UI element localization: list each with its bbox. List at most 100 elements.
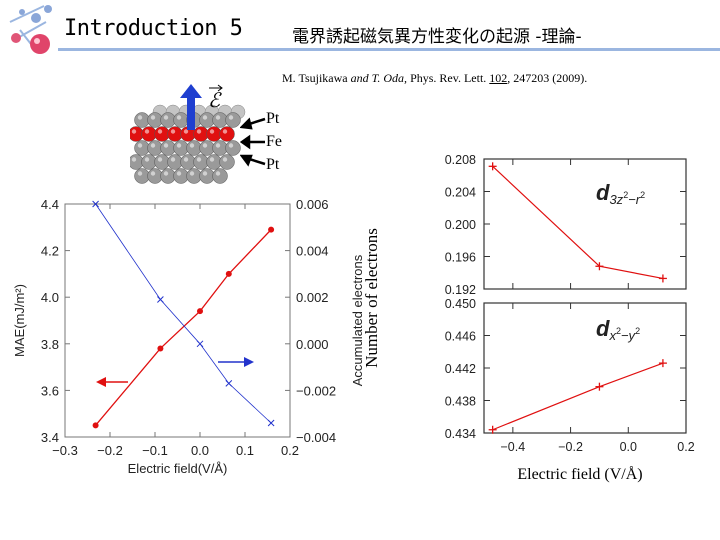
atom-highlight [209,129,215,134]
atom-highlight [150,143,156,148]
atom-highlight [196,157,202,162]
field-vector-arrow-icon [209,84,223,92]
series-electrons-point [225,380,233,387]
citation: M. Tsujikawa and T. Oda, Phys. Rev. Lett… [282,71,587,86]
slide-subtitle: 電界誘起磁気異方性変化の起源 -理論- [292,27,582,47]
atom-highlight [183,129,189,134]
y2-tick-label: 0.000 [296,337,329,352]
atom-highlight [189,171,195,176]
citation-coauthor: and T. Oda, [350,71,408,85]
atom-highlight [202,171,208,176]
citation-pages: , 247203 (2009). [507,71,588,85]
pt-atom [212,168,228,184]
x-tick-label: −0.4 [501,440,526,454]
series-mae-line [95,229,272,426]
atom-highlight [163,171,169,176]
layer-label-top-pt: Pt [266,110,280,127]
atom-highlight [196,129,202,134]
atom-highlight [157,157,163,162]
atom-highlight [202,115,208,120]
atom-highlight [215,143,221,148]
y-tick-label: 3.4 [41,430,59,445]
y-tick-label: 4.4 [41,197,59,212]
layer-pointer-arrows [240,117,266,167]
pt-fe-pt-slab-illustration [130,104,246,184]
atom-highlight [228,115,234,120]
header-rule [58,48,720,51]
field-symbol: ℰ [208,88,221,112]
series-mae-point [225,270,232,277]
x-tick-label: −0.1 [142,443,168,458]
atom-highlight [170,157,176,162]
series-dx2-y2-point [488,425,497,434]
right-x-axis-label: Electric field (V/Å) [517,466,643,483]
y-tick-label: 4.0 [41,290,59,305]
pt-atom [225,140,241,156]
y-tick-label: 3.8 [41,337,59,352]
atom-highlight [157,129,163,134]
electric-field-arrow-icon [180,84,202,130]
orbital-electrons-chart: 0.192 0.196 0.200 0.204 0.208 0.434 0.438 0.442… [445,153,695,454]
atom-highlight [131,157,137,162]
molecule-logo-icon [9,5,52,54]
x-tick-label: 0.1 [236,443,254,458]
y2-tick-label: 0.002 [296,290,329,305]
number-of-electrons-axis-label: Number of electrons [362,228,381,368]
y2-tick-label: −0.004 [296,430,336,445]
series-electrons-point [267,419,275,427]
x-tick-label: 0.0 [191,443,209,458]
atom-highlight [163,115,169,120]
series-d3z2-r2-point [488,162,497,171]
atom-highlight [144,129,150,134]
y-axis-label: MAE(mJ/m²) [12,284,27,357]
slide-title: Introduction 5 [64,16,243,41]
right-axis-pointer-arrow [218,357,254,367]
y-tick-label: 0.200 [445,218,476,232]
y-tick-label: 0.446 [445,330,476,344]
series-mae-point [92,422,99,429]
y2-axis-label: Accumulated electrons [350,254,365,386]
citation-volume: 102 [489,71,508,85]
series-d3z2-r2-point [658,274,667,283]
y-tick-label: 0.196 [445,251,476,265]
series-mae-point [197,308,203,315]
mae-vs-field-chart: −0.3 −0.2 −0.1 0.0 0.1 0.2 3.4 3.6 3.8 4.0 4.2 4.4 −… [12,197,365,476]
y2-tick-label: −0.002 [296,383,336,398]
atom-highlight [163,143,169,148]
y-tick-label: 0.204 [445,186,476,200]
atom-highlight [137,171,143,176]
series-electrons-point [157,296,164,303]
atom-highlight [183,157,189,162]
citation-authors: M. Tsujikawa [282,71,351,85]
atom-highlight [131,129,137,134]
atom-highlight [150,115,156,120]
fe-atom [219,126,235,142]
orbital-label-dx2-y2: dx2−y2 [596,316,640,343]
atom-highlight [215,171,221,176]
y2-tick-label: 0.006 [296,197,329,212]
atom-highlight [222,157,228,162]
y-tick-label: 0.434 [445,427,476,441]
layer-label-fe: Fe [266,133,282,150]
citation-journal: Phys. Rev. Lett. [407,71,490,85]
atom-highlight [176,171,182,176]
series-dx2-y2-point [595,382,604,391]
atom-highlight [222,129,228,134]
series-electrons-line [95,203,272,424]
plot-frame [64,203,291,438]
x-axis-label: Electric field(V/Å) [128,461,228,476]
atom-highlight [144,157,150,162]
x-tick-label: −0.2 [97,443,123,458]
atom-highlight [137,115,143,120]
layer-label-bottom-pt: Pt [266,156,280,173]
atom-highlight [189,143,195,148]
series-d3z2-r2-line [492,165,664,280]
atom-highlight [170,129,176,134]
left-axis-pointer-arrow [96,377,128,387]
panel-frame-d3z2-r2 [483,158,687,290]
y-tick-label: 0.208 [445,153,476,167]
x-tick-label: 0.2 [677,440,694,454]
x-tick-label: 0.2 [281,443,299,458]
y2-tick-label: 0.004 [296,244,329,259]
atom-highlight [150,171,156,176]
